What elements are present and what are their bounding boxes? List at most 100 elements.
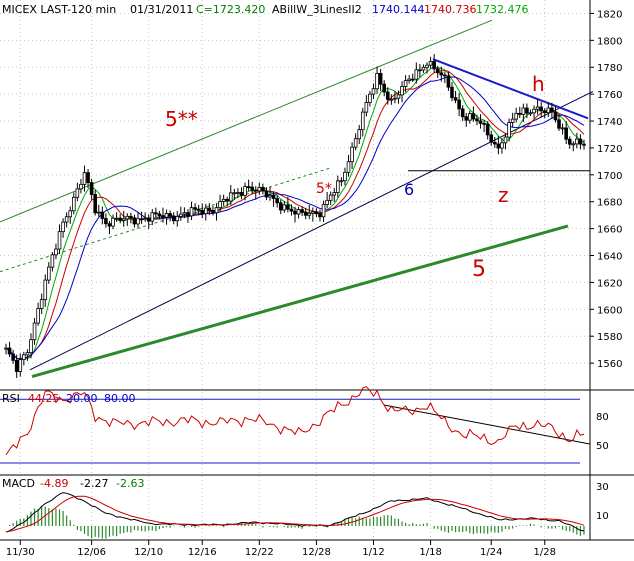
candle-body [435, 68, 440, 74]
candle-body [471, 113, 476, 120]
candle-body [346, 161, 351, 173]
candle-body [104, 218, 108, 225]
price-tick-label: 1720 [597, 144, 622, 155]
candle-body [43, 279, 48, 301]
candle-body [289, 208, 294, 212]
candle-body [343, 171, 347, 182]
candle-body [18, 359, 23, 372]
candle-body [154, 212, 158, 215]
candle-body [517, 112, 522, 115]
candle-body [296, 209, 301, 215]
candle-body [68, 210, 73, 218]
candle-body [207, 207, 212, 211]
candle-body [204, 207, 208, 215]
candle-body [532, 108, 536, 114]
candle-body [275, 198, 279, 204]
header-date: 01/31/2011 [130, 3, 193, 16]
candle-body [339, 180, 344, 183]
candle-body [528, 112, 533, 115]
header-symbol: MICEX LAST-120 min [2, 3, 116, 16]
macd-pane [5, 492, 585, 539]
candle-body [525, 107, 529, 114]
candle-body [500, 142, 504, 149]
candle-body [418, 69, 422, 72]
price-tick-label: 1740 [597, 117, 622, 128]
candle-body [29, 339, 33, 354]
candle-body [243, 186, 247, 196]
macd-value-3: -2.63 [116, 477, 144, 490]
candle-body [96, 211, 101, 214]
candle-body [286, 204, 290, 210]
candle-body [75, 188, 80, 198]
candle-body [371, 88, 376, 95]
price-tick-label: 1580 [597, 332, 622, 343]
trend-support-thick [31, 224, 569, 378]
price-tick-label: 1780 [597, 63, 622, 74]
candle-body [385, 91, 390, 100]
candle-body [47, 266, 51, 281]
candle-body [253, 189, 258, 192]
candle-body [282, 204, 287, 211]
candle-body [136, 218, 140, 225]
candle-body [542, 110, 547, 114]
candle-body [186, 212, 190, 217]
header-ind-value-1: 1740.144 [372, 3, 425, 16]
candle-body [264, 190, 269, 198]
candle-body [510, 118, 515, 123]
annotation-label: z [498, 183, 509, 207]
candle-body [432, 61, 436, 70]
candle-body [314, 211, 319, 215]
rsi-pane [0, 386, 585, 464]
candle-body [382, 83, 386, 93]
candle-body [535, 106, 540, 110]
candle-body [364, 102, 369, 113]
candle-body [546, 107, 551, 114]
macd-label: MACD [2, 477, 35, 490]
macd-tick-30: 30 [596, 482, 609, 493]
candle-body [271, 194, 276, 199]
candle-body [468, 113, 472, 121]
price-tick-label: 1760 [597, 90, 622, 101]
candle-body [164, 213, 169, 218]
rsi-tick-80: 80 [596, 412, 609, 423]
candle-body [564, 127, 568, 140]
candle-body [507, 122, 511, 138]
candle-body [571, 143, 576, 146]
candle-body [64, 216, 69, 223]
candle-body [368, 93, 372, 103]
candle-body [189, 207, 194, 217]
rsi-lower-level: 20.00 [66, 392, 98, 405]
candle-body [32, 322, 37, 341]
macd-signal-line [5, 495, 585, 533]
candle-body [303, 212, 308, 216]
candle-body [560, 127, 565, 130]
candle-body [389, 98, 394, 101]
candle-body [146, 217, 151, 222]
candle-body [357, 129, 362, 140]
annotation-label: 6 [404, 180, 414, 199]
candle-body [221, 198, 226, 202]
candle-body [550, 107, 554, 113]
candle-body [132, 217, 137, 225]
candle-body [57, 231, 62, 250]
candle-body [168, 213, 172, 217]
candle-body [11, 353, 15, 361]
candle-body [278, 202, 283, 211]
candle-body [139, 218, 144, 221]
candle-body [143, 217, 147, 220]
candle-body [353, 138, 358, 148]
price-tick-label: 1660 [597, 225, 622, 236]
rsi-trendline [383, 404, 591, 445]
rsi-tick-50: 50 [596, 441, 609, 452]
x-tick-label: 12/22 [245, 547, 274, 558]
candle-body [375, 72, 379, 90]
candle-body [82, 172, 87, 185]
candle-body [336, 180, 340, 193]
candle-body [482, 122, 486, 125]
candle-body [300, 209, 304, 213]
candle-body [521, 107, 526, 115]
candle-body [250, 186, 254, 191]
x-tick-label: 12/10 [134, 547, 163, 558]
candle-body [582, 143, 586, 146]
price-tick-label: 1640 [597, 252, 622, 263]
